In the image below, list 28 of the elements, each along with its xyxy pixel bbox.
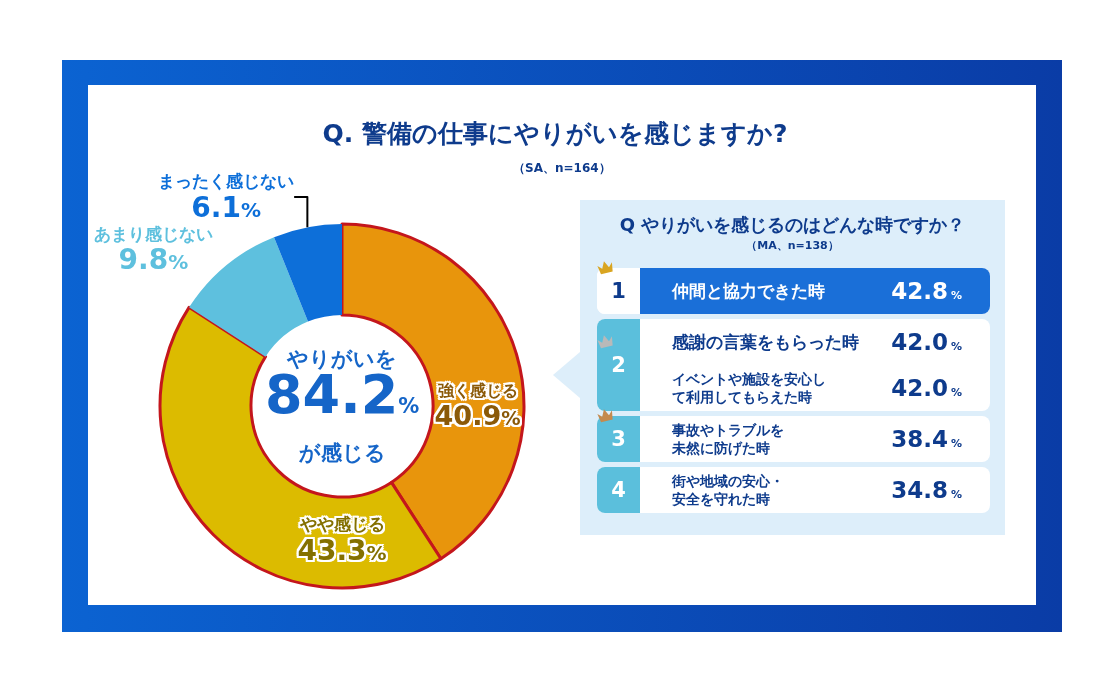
slice-label: まったく感じない <box>158 170 295 191</box>
slice-label: あまり感じない <box>93 223 213 244</box>
data-label: 42.8% <box>891 278 962 304</box>
data-label: 43.3% <box>297 533 387 567</box>
text: （SA、n=164） <box>513 161 611 175</box>
text: 1 <box>611 279 626 303</box>
category-label: 街や地域の安心・安全を守れた時 <box>672 472 785 508</box>
donut-slice <box>274 224 342 322</box>
slice-label: やや感じる <box>298 513 385 534</box>
text: 2 <box>611 353 626 377</box>
text: 4 <box>611 478 626 502</box>
data-label: 42.0% <box>891 329 962 355</box>
data-label: 34.8% <box>891 477 962 503</box>
text: 3 <box>611 427 626 451</box>
text: やりがいを 84.2% が感じる <box>265 347 420 465</box>
category-label: イベントや施設を安心して利用してもらえた時 <box>672 370 827 406</box>
data-label: 6.1% <box>191 190 261 224</box>
slice-label: 強く感じる <box>437 380 518 400</box>
category-label: 事故やトラブルを未然に防げた時 <box>672 421 785 457</box>
data-label: 42.0% <box>891 375 962 401</box>
text: Q やりがいを感じるのはどんな時ですか？ <box>618 213 967 237</box>
data-label: 40.9% <box>434 399 521 431</box>
category-label: 仲間と協力できた時 <box>672 281 825 301</box>
text: （MA、n=138） <box>745 238 840 254</box>
data-label: 9.8% <box>118 243 189 277</box>
category-label: 感謝の言葉をもらった時 <box>672 332 859 352</box>
chart-title: Q. 警備の仕事にやりがいを感じますか? <box>322 118 788 148</box>
data-label: 38.4% <box>891 426 962 452</box>
